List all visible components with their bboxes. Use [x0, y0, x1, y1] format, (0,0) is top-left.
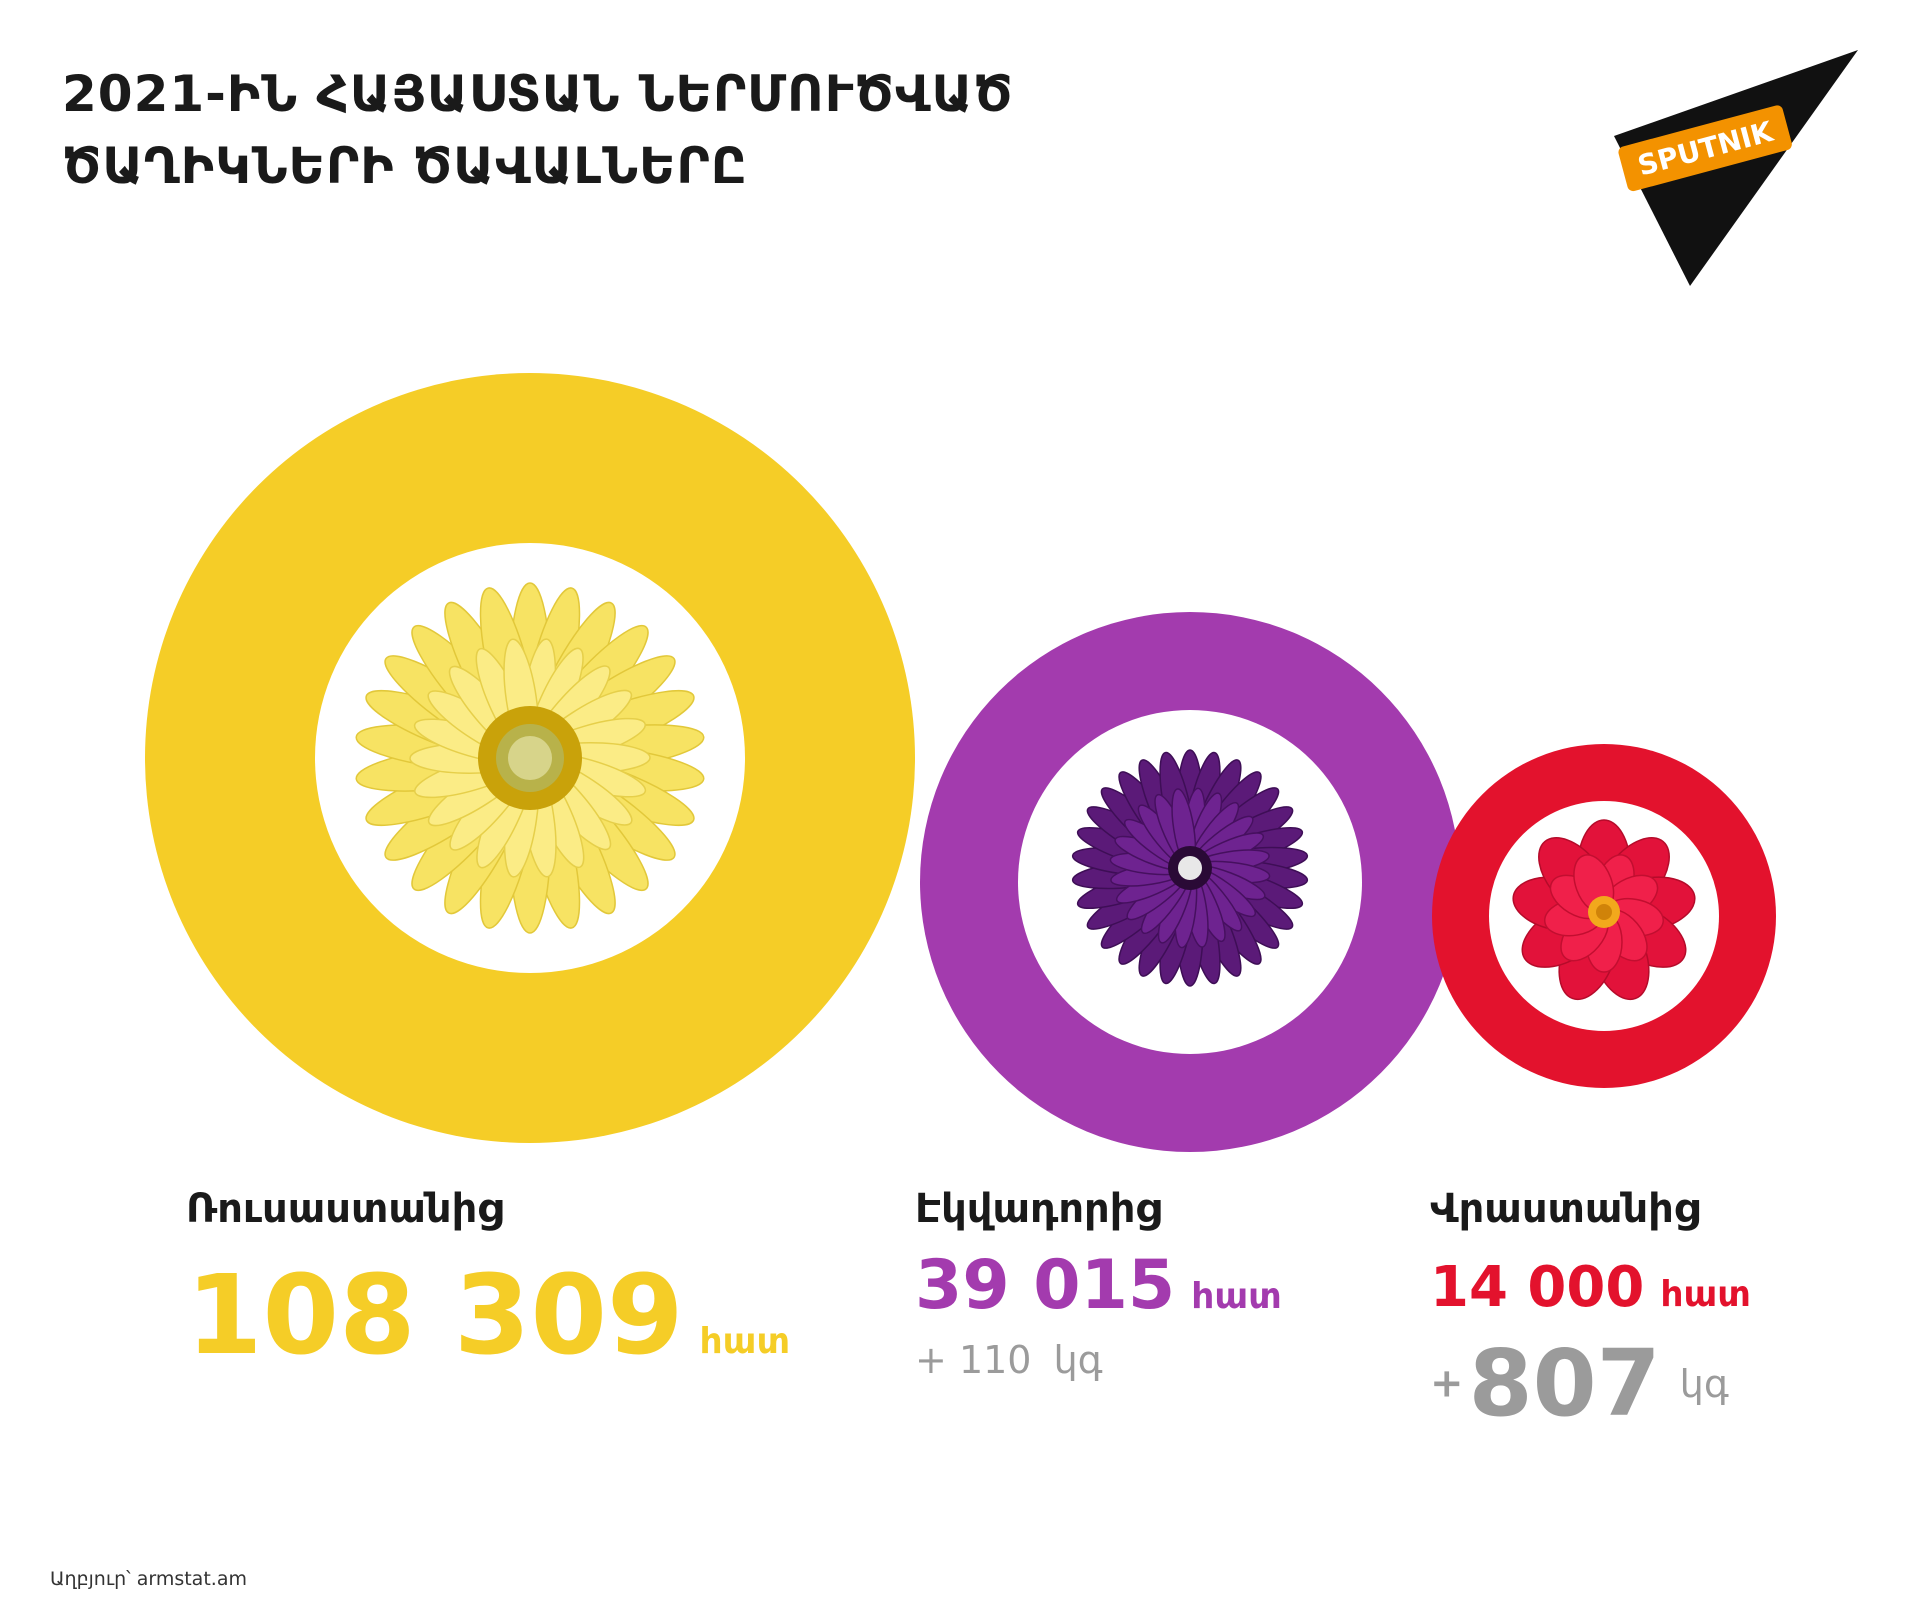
extra-ecuador: + 110 կգ	[915, 1338, 1103, 1382]
extra-value-georgia: 807	[1468, 1330, 1661, 1437]
red-dahlia-icon	[1512, 819, 1696, 1001]
extra-value-ecuador: 110	[958, 1338, 1032, 1382]
extra-plus-ecuador: +	[915, 1338, 947, 1382]
extra-plus-georgia: +	[1430, 1360, 1464, 1407]
title-line-2: ԾԱՂԻԿՆԵՐԻ ԾԱՎԱԼՆԵՐԸ	[62, 137, 748, 195]
extra-unit-georgia: կգ	[1679, 1361, 1729, 1406]
purple-gerbera-icon	[1071, 749, 1309, 987]
source-note: Աղբյուր՝ armstat.am	[50, 1568, 247, 1590]
value-russia: 108 309 հատ	[186, 1260, 790, 1370]
value-unit-georgia: հատ	[1660, 1274, 1751, 1315]
country-label-georgia: Վրաստանից	[1430, 1186, 1700, 1232]
value-number-ecuador: 39 015	[915, 1246, 1176, 1325]
value-number-russia: 108 309	[186, 1251, 684, 1379]
value-unit-ecuador: հատ	[1191, 1276, 1282, 1317]
value-ecuador: 39 015 հատ	[915, 1250, 1282, 1322]
value-georgia: 14 000 հատ	[1430, 1258, 1751, 1318]
yellow-gerbera-icon	[355, 582, 705, 934]
extra-georgia: + 807 կգ	[1430, 1330, 1729, 1437]
value-unit-russia: հատ	[699, 1321, 791, 1362]
page-title: 2021-ԻՆ ՀԱՅԱՍՏԱՆ ՆԵՐՄՈՒԾՎԱԾ ԾԱՂԻԿՆԵՐԻ ԾԱ…	[62, 58, 1362, 202]
value-number-georgia: 14 000	[1430, 1255, 1645, 1320]
extra-unit-ecuador: կգ	[1053, 1338, 1103, 1382]
country-label-russia: Ռուսաստանից	[186, 1186, 504, 1232]
title-line-1: 2021-ԻՆ ՀԱՅԱՍՏԱՆ ՆԵՐՄՈՒԾՎԱԾ	[62, 65, 1014, 123]
sputnik-logo: SPUTNIK	[1614, 50, 1858, 286]
country-label-ecuador: Էկվադորից	[915, 1186, 1162, 1232]
